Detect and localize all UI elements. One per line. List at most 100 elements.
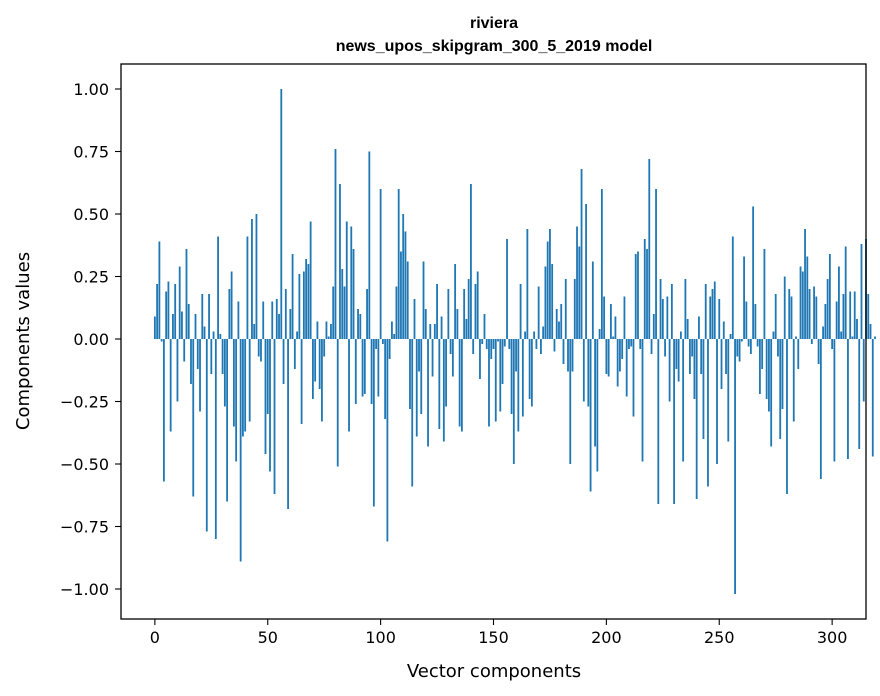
bar-205 <box>616 339 619 387</box>
bar-94 <box>366 289 368 339</box>
x-tick-label: 100 <box>365 628 396 647</box>
bar-279 <box>783 276 786 339</box>
bar-252 <box>722 321 725 339</box>
bar-127 <box>440 316 443 339</box>
bar-83 <box>341 269 344 339</box>
bar-226 <box>664 339 666 357</box>
bar-73 <box>318 339 321 389</box>
bar-284 <box>795 336 797 339</box>
bar-122 <box>429 324 432 339</box>
bar-171 <box>540 339 542 354</box>
bar-51 <box>269 339 271 472</box>
bar-87 <box>350 226 353 339</box>
bar-26 <box>212 331 215 339</box>
bar-234 <box>682 339 685 462</box>
bar-255 <box>729 334 732 339</box>
bar-222 <box>655 189 657 339</box>
bar-10 <box>176 339 179 402</box>
bar-184 <box>569 339 572 464</box>
bar-166 <box>528 339 531 399</box>
bar-96 <box>370 339 373 404</box>
bar-147 <box>485 339 488 349</box>
bar-69 <box>309 221 312 339</box>
bar-79 <box>332 286 335 339</box>
bar-195 <box>594 339 596 447</box>
bar-215 <box>639 339 642 349</box>
bar-265 <box>752 206 755 339</box>
bar-63 <box>296 331 298 339</box>
bar-176 <box>551 264 554 339</box>
y-tick-label: 0.25 <box>73 268 109 287</box>
bar-316 <box>867 294 870 339</box>
bar-15 <box>187 304 190 339</box>
bar-296 <box>822 326 825 339</box>
bar-189 <box>580 169 583 339</box>
x-tick-label: 0 <box>150 628 160 647</box>
bar-109 <box>400 251 402 339</box>
bar-27 <box>214 339 217 539</box>
bar-193 <box>589 339 592 492</box>
bar-0 <box>153 316 156 339</box>
bar-174 <box>546 241 549 339</box>
bar-246 <box>709 296 712 339</box>
bar-104 <box>388 339 391 359</box>
bar-74 <box>321 339 323 422</box>
bar-11 <box>178 266 181 339</box>
bar-179 <box>558 321 560 339</box>
bar-61 <box>291 254 294 339</box>
bar-269 <box>761 339 764 369</box>
bar-159 <box>512 339 515 464</box>
bar-294 <box>817 339 820 364</box>
bar-317 <box>869 324 872 339</box>
bar-236 <box>686 319 689 339</box>
bar-191 <box>585 204 587 339</box>
bar-8 <box>172 314 174 339</box>
bar-141 <box>472 339 475 354</box>
bar-98 <box>375 339 378 349</box>
bar-305 <box>842 294 845 339</box>
bar-302 <box>835 301 838 339</box>
bar-287 <box>801 271 804 339</box>
bar-2 <box>158 241 161 339</box>
bar-257 <box>734 339 736 594</box>
y-axis-label: Components values <box>13 252 34 430</box>
bar-58 <box>284 289 287 339</box>
bar-76 <box>325 321 328 339</box>
bar-68 <box>307 264 310 339</box>
bar-154 <box>501 339 504 384</box>
bar-36 <box>235 339 238 462</box>
bar-88 <box>352 249 355 339</box>
bar-14 <box>185 249 188 339</box>
bar-188 <box>578 246 581 339</box>
bar-220 <box>650 339 653 354</box>
bar-114 <box>411 339 414 487</box>
y-tick-label: −1.00 <box>60 580 109 599</box>
bar-46 <box>257 339 260 357</box>
bar-163 <box>521 339 524 417</box>
bar-31 <box>223 339 226 407</box>
bar-135 <box>458 339 461 427</box>
bar-249 <box>716 339 718 464</box>
bar-292 <box>813 286 815 339</box>
bar-13 <box>183 339 186 362</box>
bar-244 <box>704 284 707 339</box>
bar-273 <box>770 339 773 447</box>
bar-111 <box>404 231 407 339</box>
bar-90 <box>357 309 359 339</box>
bar-155 <box>503 339 506 347</box>
bar-207 <box>621 339 624 359</box>
bar-131 <box>449 339 452 354</box>
bar-197 <box>598 329 601 339</box>
bar-299 <box>828 254 831 339</box>
bar-169 <box>535 339 538 349</box>
y-tick-label: 0.75 <box>73 143 109 162</box>
bar-105 <box>391 321 393 339</box>
axes: 0 50 100 150 200 250 300 1.00 0.75 0.50 0.25 0.00 −0… <box>60 63 867 647</box>
bar-203 <box>612 336 615 339</box>
bar-124 <box>433 324 436 339</box>
bar-206 <box>619 339 621 372</box>
bar-259 <box>738 339 741 362</box>
bar-208 <box>623 296 626 339</box>
bar-100 <box>379 189 382 339</box>
bar-217 <box>643 239 646 339</box>
